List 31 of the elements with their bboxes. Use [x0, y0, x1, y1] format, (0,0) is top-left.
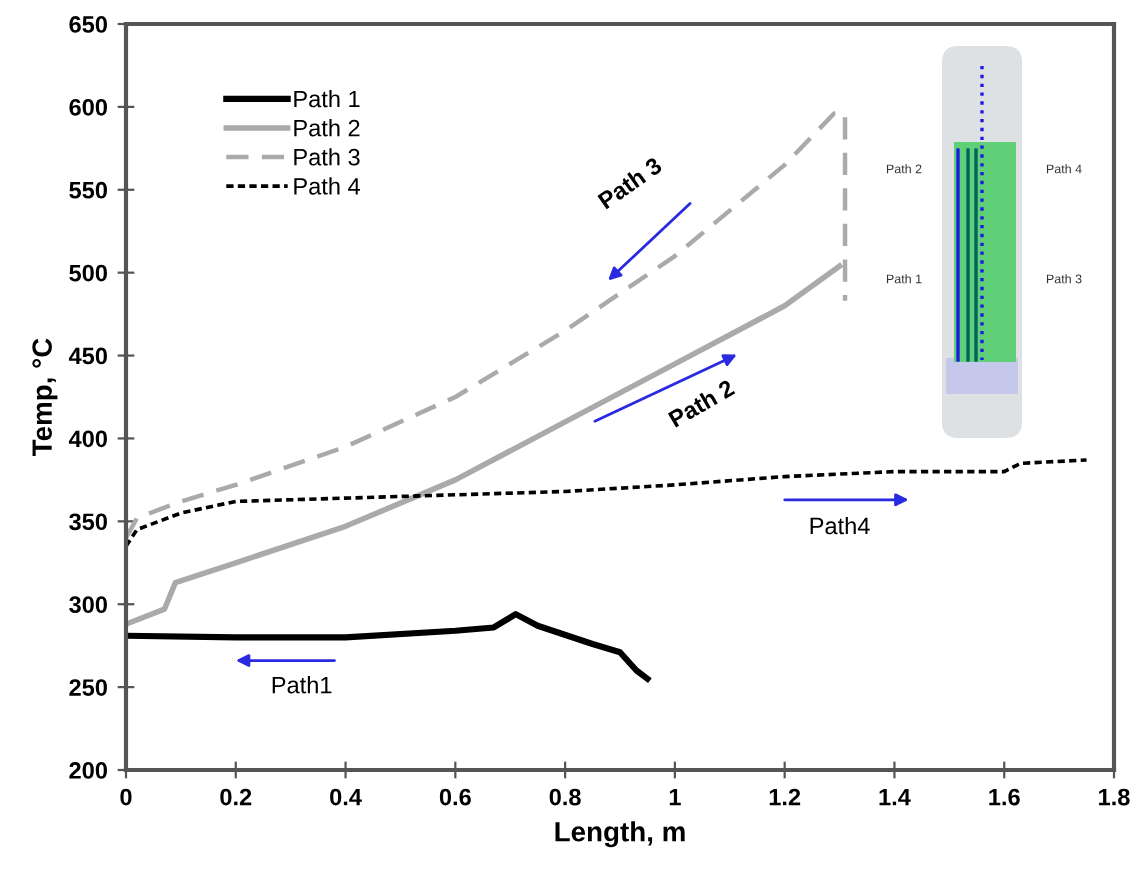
- x-tick-label: 1.2: [769, 788, 801, 806]
- legend-label: Path 4: [294, 177, 360, 195]
- y-tick-label: 600: [69, 98, 107, 116]
- y-tick-label: 200: [69, 762, 107, 779]
- line-series: [126, 458, 1089, 549]
- annotation: Path 2: [667, 378, 736, 428]
- legend-label: Path 1: [294, 90, 360, 108]
- y-tick-label: 500: [69, 264, 107, 282]
- x-tick-label: 1.8: [1099, 788, 1130, 806]
- y-tick-label: 300: [69, 596, 107, 614]
- y-tick-label: 450: [68, 347, 107, 365]
- x-tick-label: 0.6: [439, 788, 471, 806]
- legend-label: Path 3: [294, 148, 360, 166]
- x-tick-label: 1: [669, 788, 681, 806]
- y-axis-title: Temp, °C: [32, 338, 58, 456]
- y-tick-label: 650: [69, 16, 107, 33]
- y-tick-label: 550: [69, 181, 107, 199]
- x-tick-label: 0.2: [220, 788, 252, 806]
- x-tick-label: 0: [120, 788, 132, 806]
- annotation: Path4: [810, 516, 870, 535]
- y-tick-label: 350: [69, 513, 107, 531]
- annotation: Path1: [272, 676, 332, 694]
- x-tick-label: 0.4: [330, 788, 362, 806]
- x-axis-title: Length, m: [555, 821, 685, 848]
- x-tick-label: 1.6: [989, 788, 1020, 806]
- y-tick-label: 400: [68, 430, 107, 448]
- legend-label: Path 2: [294, 119, 360, 137]
- x-tick-label: 1.4: [879, 788, 911, 806]
- y-tick-label: 250: [69, 679, 107, 696]
- annotation: Path 3: [596, 155, 663, 210]
- x-tick-label: 0.8: [549, 788, 581, 806]
